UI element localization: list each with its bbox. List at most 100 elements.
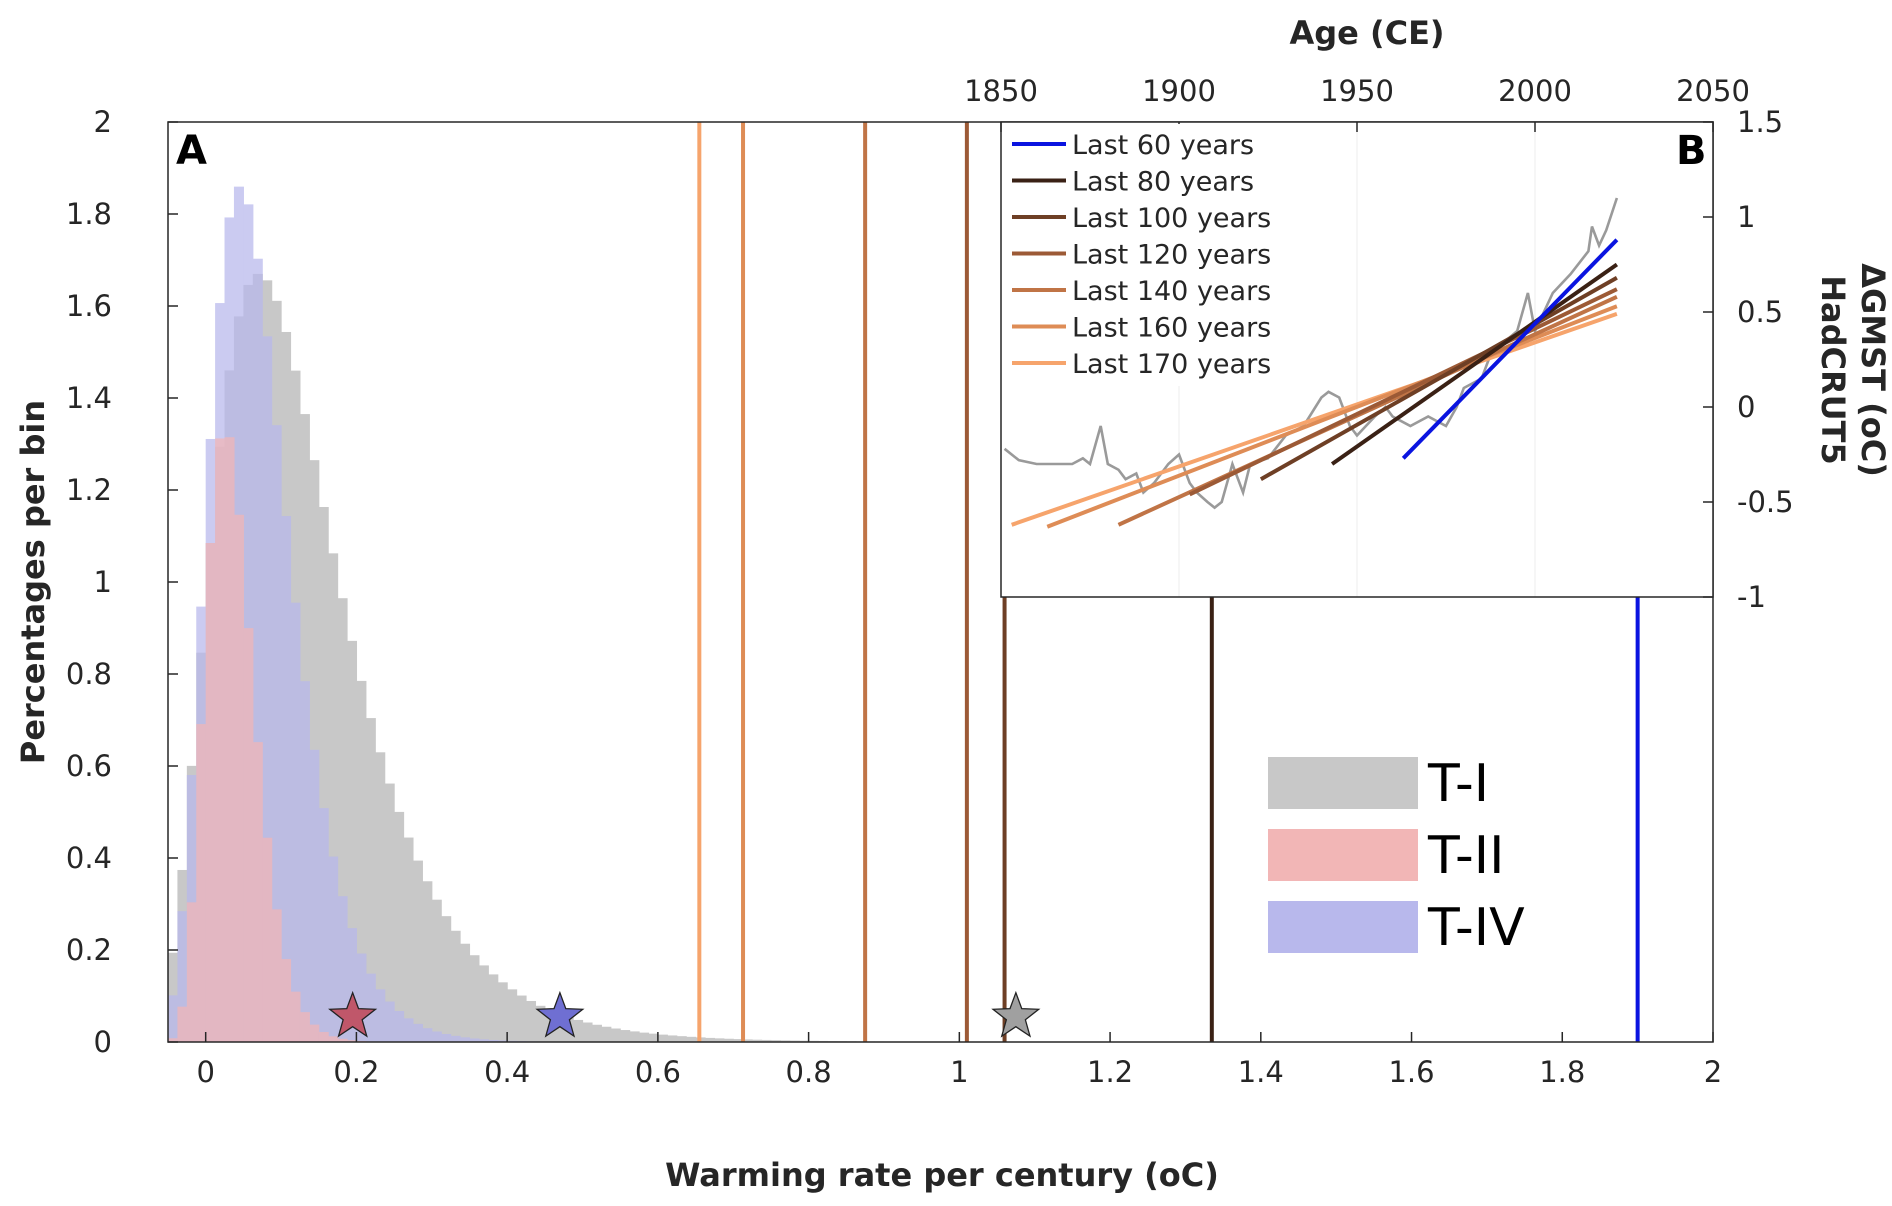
legend-swatch-t-i: [1268, 757, 1418, 809]
histogram-bar: [412, 1023, 423, 1042]
histogram-bar: [422, 1028, 433, 1042]
histogram-bar: [168, 995, 179, 1042]
histogram-bar: [497, 1040, 508, 1042]
histogram-bar: [243, 628, 254, 1042]
histogram-bar: [177, 1006, 188, 1042]
histogram-bar: [337, 896, 348, 1042]
trend-line-last-160-years: [1046, 304, 1618, 529]
histogram-bar: [299, 681, 310, 1042]
histogram-bar: [177, 911, 188, 1042]
histogram-bar: [742, 1039, 753, 1042]
histogram-bar: [714, 1038, 725, 1042]
age-tick-label: 1900: [1142, 74, 1216, 108]
histogram-bar: [450, 930, 461, 1042]
histogram-bar: [610, 1028, 621, 1042]
histogram-bar: [394, 1011, 405, 1042]
x-tick-label: 1: [950, 1055, 968, 1089]
y-tick-label: 1.6: [66, 289, 112, 323]
histogram-bar: [328, 1036, 339, 1042]
histogram-bar: [375, 989, 386, 1042]
histogram-bar: [215, 438, 226, 1042]
histogram-bar: [318, 1032, 329, 1042]
histogram-bar: [431, 1031, 442, 1042]
histogram-bar: [441, 1033, 452, 1042]
y-tick-label: 0.8: [66, 657, 112, 691]
histogram-bar: [723, 1038, 734, 1042]
legend-swatch-t-ii: [1268, 829, 1418, 881]
histogram-bar: [252, 742, 263, 1042]
histogram-bar: [243, 204, 254, 1042]
histogram-bar: [281, 516, 292, 1042]
y-tick-label: 1.4: [66, 381, 112, 415]
histogram-bar: [262, 336, 273, 1042]
star-marker-t-ii: [328, 990, 378, 1038]
x-tick-label: 1.8: [1539, 1055, 1585, 1089]
x-tick-label: 0.6: [635, 1055, 681, 1089]
gmst-axis-sublabel: HadCRUT5: [1814, 275, 1852, 464]
gmst-tick-label: 0: [1737, 390, 1755, 424]
histogram-bar: [403, 1018, 414, 1042]
x-tick-label: 1.4: [1238, 1055, 1284, 1089]
panel-b-timeseries: 1850 1900 1950 2000 2050 -1 -0.5 0 0.5 1 1.5 Age …: [964, 14, 1892, 614]
trend-legend-label: Last 100 years: [1072, 203, 1271, 234]
gmst-tick-label: -0.5: [1737, 485, 1794, 519]
trend-legend-label: Last 140 years: [1072, 276, 1271, 307]
histogram-bar: [478, 965, 489, 1042]
y-tick-label: 0.6: [66, 749, 112, 783]
y-tick-label: 1.8: [66, 197, 112, 231]
gmst-tick-label: 1: [1737, 200, 1755, 234]
histogram-bar: [591, 1024, 602, 1042]
histogram-bar: [281, 959, 292, 1042]
x-tick-label: 0.8: [786, 1055, 832, 1089]
trend-line-last-170-years: [1011, 312, 1618, 527]
y-axis-ticks: 0 0.2 0.4 0.6 0.8 1 1.2 1.4 1.6 1.8 2: [66, 105, 178, 1059]
median-stars: [328, 990, 1041, 1038]
histogram-bar: [704, 1037, 715, 1042]
trend-line-last-60-years: [1401, 238, 1619, 460]
histogram-bar: [290, 991, 301, 1042]
histogram-bar: [525, 1000, 537, 1042]
histogram-bar: [667, 1035, 678, 1042]
histogram-bar: [384, 1001, 395, 1042]
histogram-bar: [441, 916, 452, 1042]
histogram-bar: [535, 1005, 546, 1042]
y-tick-label: 1.2: [66, 473, 112, 507]
legend-label-t-ii: T-II: [1427, 826, 1504, 886]
histogram-bar: [365, 973, 376, 1042]
age-tick-label: 2050: [1676, 74, 1750, 108]
x-tick-label: 1.2: [1087, 1055, 1133, 1089]
y-axis-label: Percentages per bin: [14, 400, 52, 764]
histogram-bar: [403, 837, 414, 1042]
y-tick-label: 0.2: [66, 933, 112, 967]
histogram-bar: [488, 1039, 499, 1042]
legend-swatch-t-iv: [1268, 901, 1418, 953]
histogram-bar: [412, 860, 423, 1042]
histogram-bar: [356, 953, 367, 1042]
trend-line-last-80-years: [1330, 262, 1619, 466]
histogram-bar: [657, 1034, 668, 1042]
panel-label-b: B: [1676, 128, 1707, 174]
histogram-bar: [224, 437, 235, 1043]
histogram-bar: [299, 1012, 310, 1042]
age-axis-ticks: 1850 1900 1950 2000 2050: [964, 74, 1750, 132]
histogram-bar: [318, 507, 329, 1042]
y-tick-label: 2: [94, 105, 112, 139]
histogram-bar: [676, 1036, 687, 1042]
legend-label-t-iv: T-IV: [1427, 898, 1525, 958]
histogram-bar: [648, 1033, 659, 1042]
histogram-bar: [573, 1019, 584, 1042]
histogram-bar: [752, 1039, 763, 1042]
panel-b-lines: [1003, 197, 1619, 529]
histogram-bar: [252, 258, 263, 1043]
trend-legend-label: Last 160 years: [1072, 313, 1271, 344]
histogram-bar: [328, 553, 339, 1042]
histogram-bar: [469, 1038, 480, 1042]
histogram-bar: [233, 514, 244, 1042]
histogram-bar: [686, 1036, 697, 1042]
y-tick-label: 1: [94, 565, 112, 599]
histogram-series-t-ii: [168, 437, 376, 1043]
x-tick-label: 0: [196, 1055, 214, 1089]
trend-legend-label: Last 120 years: [1072, 240, 1271, 271]
histogram-bar: [318, 808, 329, 1042]
